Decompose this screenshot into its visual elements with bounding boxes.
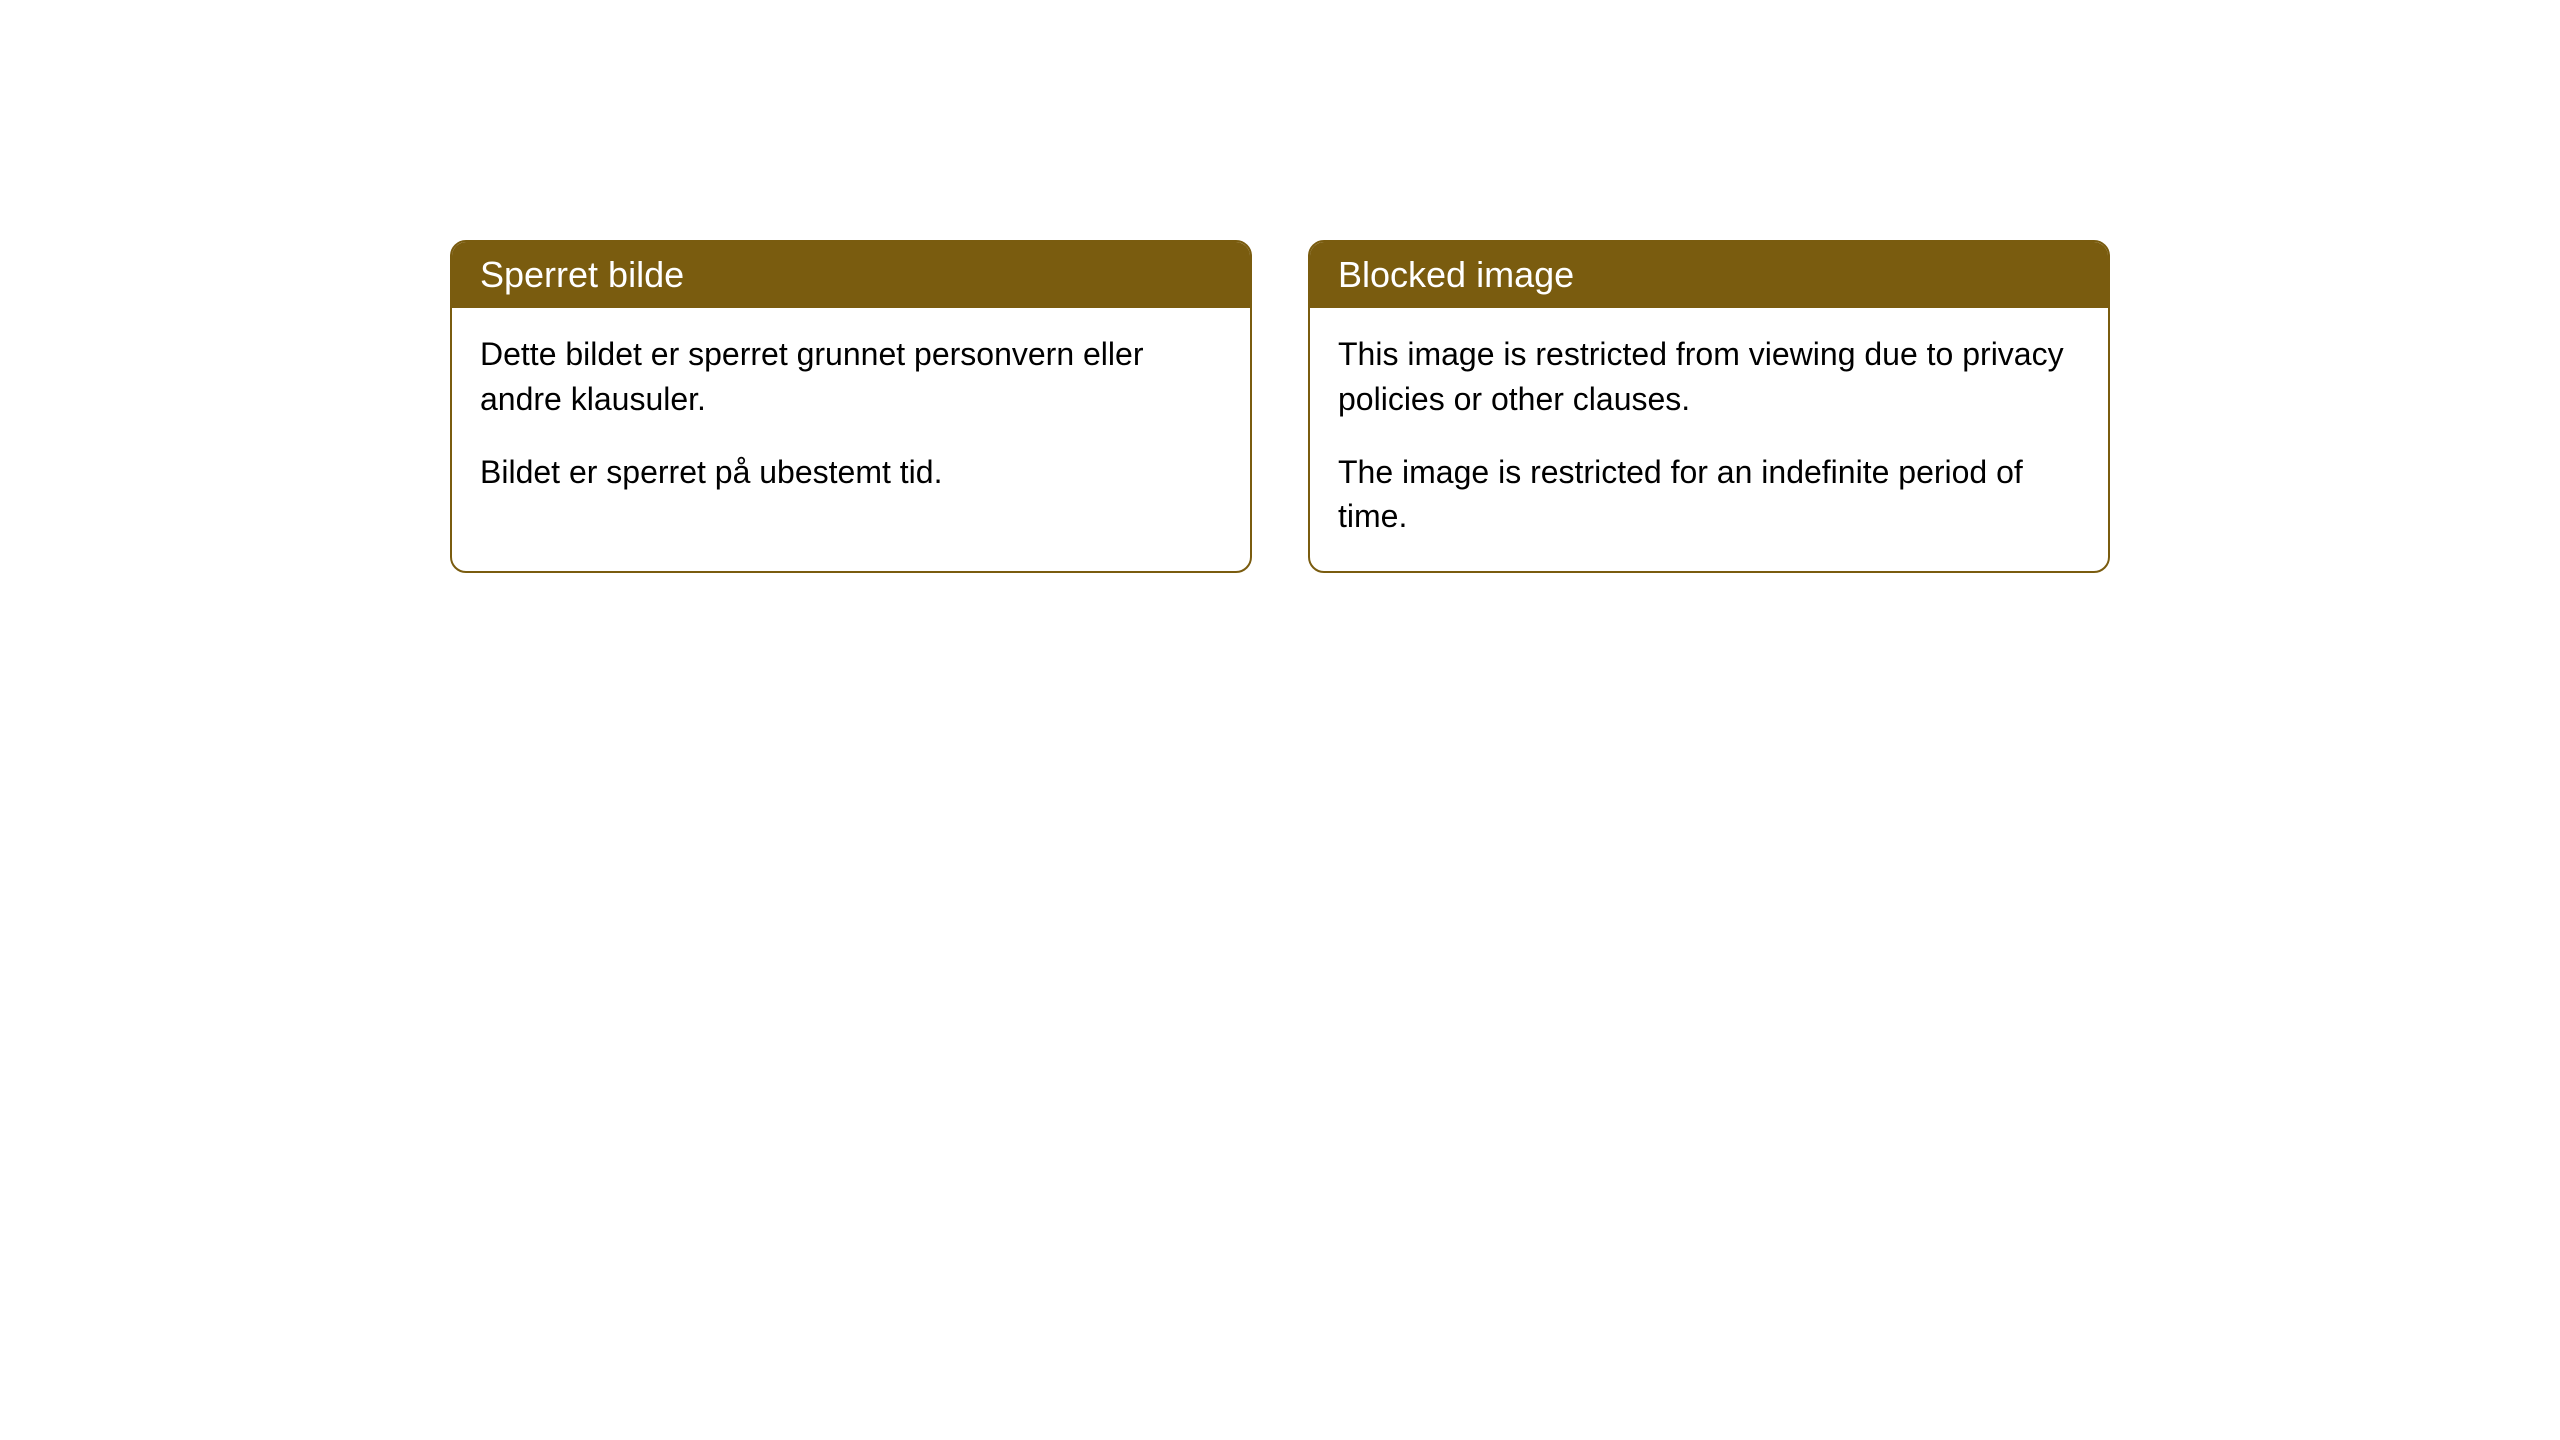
notice-card-english: Blocked image This image is restricted f… xyxy=(1308,240,2110,573)
notice-paragraph1-norwegian: Dette bildet er sperret grunnet personve… xyxy=(480,332,1222,422)
notice-header-english: Blocked image xyxy=(1310,242,2108,308)
notice-title-norwegian: Sperret bilde xyxy=(480,254,684,295)
notice-body-norwegian: Dette bildet er sperret grunnet personve… xyxy=(452,308,1250,526)
notice-paragraph2-norwegian: Bildet er sperret på ubestemt tid. xyxy=(480,450,1222,495)
notice-paragraph2-english: The image is restricted for an indefinit… xyxy=(1338,450,2080,540)
notice-title-english: Blocked image xyxy=(1338,254,1574,295)
notice-header-norwegian: Sperret bilde xyxy=(452,242,1250,308)
notice-body-english: This image is restricted from viewing du… xyxy=(1310,308,2108,571)
notice-container: Sperret bilde Dette bildet er sperret gr… xyxy=(450,240,2110,573)
notice-paragraph1-english: This image is restricted from viewing du… xyxy=(1338,332,2080,422)
notice-card-norwegian: Sperret bilde Dette bildet er sperret gr… xyxy=(450,240,1252,573)
